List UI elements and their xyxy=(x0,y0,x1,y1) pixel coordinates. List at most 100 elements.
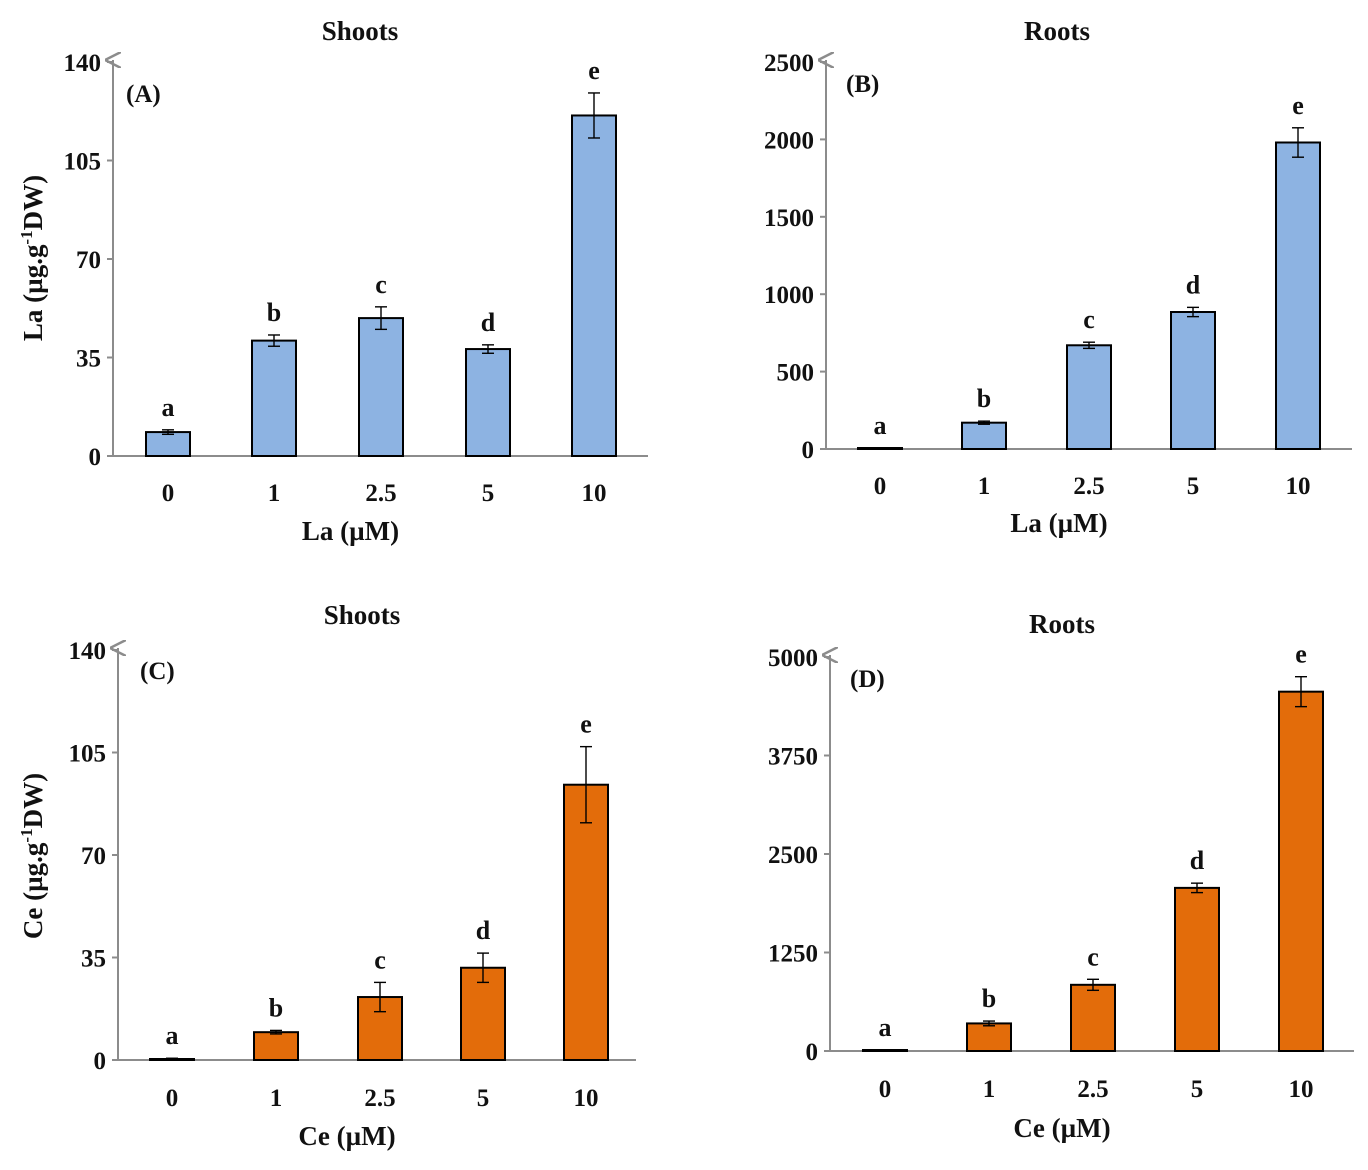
x-tick-label: 0 xyxy=(162,480,175,507)
y-tick-label: 2000 xyxy=(764,127,814,154)
panel-label: (A) xyxy=(126,81,161,108)
y-axis-label-unit: DW) xyxy=(18,175,48,231)
significance-letter: a xyxy=(162,393,175,422)
y-axis-label-main: Ce (µg.g xyxy=(18,842,48,939)
significance-letter: a xyxy=(879,1013,892,1042)
significance-letter: e xyxy=(588,56,600,85)
bar-1 xyxy=(966,1022,1012,1052)
y-tick-label: 1500 xyxy=(764,205,814,232)
y-tick-label: 0 xyxy=(802,437,815,464)
y-axis-label: La (µg.g-1DW) xyxy=(17,175,48,341)
chart-panel-4: Roots (D) 0 1250 2500 3750 5000 a 0 b 1 c 2.5 d 5 e 10 Ce… xyxy=(768,609,1354,1143)
bar-10 xyxy=(563,783,609,1061)
x-tick-label: 1 xyxy=(270,1085,283,1112)
significance-letter: a xyxy=(874,411,887,440)
significance-letter: b xyxy=(269,993,283,1022)
x-tick-label: 0 xyxy=(874,473,887,500)
bar-10 xyxy=(1275,141,1321,450)
y-tick-label: 0 xyxy=(94,1048,107,1075)
y-tick-label: 2500 xyxy=(764,50,814,77)
bar-5 xyxy=(1170,311,1216,451)
bar-1 xyxy=(253,1031,299,1062)
bar-2.5 xyxy=(358,317,404,457)
significance-letter: c xyxy=(374,945,386,974)
x-tick-label: 2.5 xyxy=(1077,1076,1108,1103)
y-tick-label: 2500 xyxy=(768,842,818,869)
y-tick-label: 0 xyxy=(89,444,102,471)
bar-2.5 xyxy=(1066,344,1112,450)
significance-letter: d xyxy=(476,916,491,945)
y-tick-label: 0 xyxy=(806,1039,819,1066)
x-tick-label: 10 xyxy=(574,1085,599,1112)
chart-title: Shoots xyxy=(322,16,399,46)
bar-10 xyxy=(571,114,617,457)
bar-5 xyxy=(1174,886,1220,1052)
y-tick-label: 3750 xyxy=(768,744,818,771)
chart-title: Roots xyxy=(1024,16,1090,46)
chart-panel-2: Roots (B) 0 500 1000 1500 2000 2500 a 0 b 1 c 2.5 d 5 e 1… xyxy=(764,16,1352,538)
significance-letter: e xyxy=(580,710,592,739)
significance-letter: e xyxy=(1295,640,1307,669)
y-tick-label: 1250 xyxy=(768,941,818,968)
x-tick-label: 5 xyxy=(477,1085,490,1112)
y-tick-label: 35 xyxy=(76,346,101,373)
significance-letter: b xyxy=(982,984,996,1013)
bar-10 xyxy=(1278,690,1324,1052)
bar-1 xyxy=(251,339,297,457)
bar-5 xyxy=(465,348,511,457)
x-axis-label: Ce (µM) xyxy=(1013,1113,1110,1143)
panel-label: (C) xyxy=(140,658,175,685)
y-tick-label: 500 xyxy=(777,360,815,387)
y-tick-label: 105 xyxy=(69,741,107,768)
significance-letter: d xyxy=(1186,270,1201,299)
y-tick-label: 35 xyxy=(81,946,106,973)
bar-1 xyxy=(961,421,1007,450)
significance-letter: b xyxy=(267,298,281,327)
x-tick-label: 0 xyxy=(166,1085,179,1112)
y-tick-label: 70 xyxy=(81,843,106,870)
x-axis-label: Ce (µM) xyxy=(298,1121,395,1151)
y-tick-label: 105 xyxy=(64,149,102,176)
significance-letter: c xyxy=(375,270,387,299)
chart-title: Roots xyxy=(1029,609,1095,639)
x-tick-label: 5 xyxy=(1191,1076,1204,1103)
x-tick-label: 1 xyxy=(268,480,281,507)
significance-letter: c xyxy=(1087,942,1099,971)
y-axis-label-superscript: -1 xyxy=(17,828,36,842)
y-tick-label: 140 xyxy=(64,50,102,77)
x-tick-label: 2.5 xyxy=(364,1085,395,1112)
significance-letter: a xyxy=(166,1021,179,1050)
significance-letter: d xyxy=(1190,846,1205,875)
x-tick-label: 1 xyxy=(983,1076,996,1103)
bar-0 xyxy=(145,431,191,458)
chart-panel-3: Shoots (C) 0 35 70 105 140 a 0 b 1 c 2.5 d 5 e 10 Ce (µM)… xyxy=(17,600,636,1151)
x-tick-label: 2.5 xyxy=(365,480,396,507)
x-tick-label: 1 xyxy=(978,473,991,500)
significance-letter: e xyxy=(1292,91,1304,120)
x-axis-label: La (µM) xyxy=(302,516,399,546)
y-axis-label-unit: DW) xyxy=(18,773,48,829)
x-tick-label: 5 xyxy=(482,480,495,507)
significance-letter: d xyxy=(481,308,496,337)
y-tick-label: 1000 xyxy=(764,282,814,309)
x-tick-label: 10 xyxy=(582,480,607,507)
bar-2.5 xyxy=(1070,983,1116,1052)
x-tick-label: 10 xyxy=(1286,473,1311,500)
panel-label: (B) xyxy=(846,71,879,98)
significance-letter: b xyxy=(977,384,991,413)
y-tick-label: 140 xyxy=(69,638,107,665)
panel-label: (D) xyxy=(850,666,885,693)
chart-panel-1: Shoots (A) 0 35 70 105 140 a 0 b 1 c 2.5 d 5 e 10 La (µM)… xyxy=(17,16,648,546)
x-tick-label: 10 xyxy=(1289,1076,1314,1103)
y-tick-label: 5000 xyxy=(768,645,818,672)
x-axis-label: La (µM) xyxy=(1010,508,1107,538)
x-tick-label: 2.5 xyxy=(1073,473,1104,500)
y-axis-label-main: La (µg.g xyxy=(18,244,48,341)
y-axis-label: Ce (µg.g-1DW) xyxy=(17,773,48,939)
y-tick-label: 70 xyxy=(76,247,101,274)
y-axis-label-superscript: -1 xyxy=(17,230,36,244)
x-tick-label: 5 xyxy=(1187,473,1200,500)
x-tick-label: 0 xyxy=(879,1076,892,1103)
significance-letter: c xyxy=(1083,305,1095,334)
